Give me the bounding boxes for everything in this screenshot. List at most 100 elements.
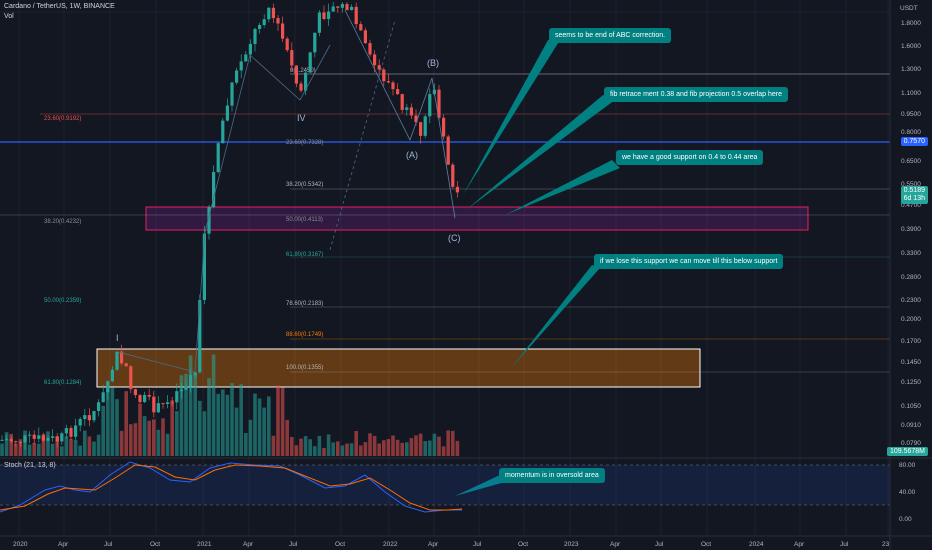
candle-body	[129, 366, 133, 390]
price-axis[interactable]: 1.8000 1.6000 1.3000 1.1000 0.9500 0.8000 0.65…	[901, 20, 921, 447]
fib-label: 61.80(0.1284)	[44, 380, 81, 386]
candle-body	[138, 395, 142, 403]
volume-bar	[138, 403, 142, 456]
volume-bar	[14, 443, 18, 456]
volume-bar	[244, 432, 248, 456]
candle-body	[267, 7, 271, 20]
candle-body	[350, 6, 354, 11]
volume-bar	[184, 373, 188, 456]
candle-body	[230, 82, 234, 106]
volume-bar	[9, 433, 13, 456]
volume-bar	[198, 400, 202, 456]
note-oversold[interactable]: momentum is in oversold area	[499, 468, 605, 483]
candle-body	[5, 439, 9, 441]
volume-bar	[400, 442, 404, 456]
price-tick: 0.3900	[901, 226, 921, 233]
price-tick: 0.5500	[901, 181, 921, 188]
note-fib-overlap[interactable]: fib retrace ment 0.38 and fib projection…	[604, 87, 788, 102]
note-abc-end[interactable]: seems to be end of ABC correction.	[549, 28, 672, 43]
volume-bar	[262, 407, 266, 456]
wave-label-b: (B)	[427, 58, 439, 68]
fib-label: 23.60(0.9192)	[44, 116, 81, 122]
candle-body	[92, 411, 96, 421]
price-tick: 0.4700	[901, 202, 921, 209]
time-axis[interactable]: 2020 Apr Jul Oct 2021 Apr Jul Oct 2022 Apr Jul Oct 2…	[13, 541, 890, 548]
stoch-tick: 0.00	[899, 516, 912, 523]
candle-body	[419, 122, 423, 136]
volume-bar	[119, 430, 124, 456]
volume-bar	[110, 387, 115, 456]
volume-bar	[290, 436, 294, 456]
volume-bar	[179, 375, 184, 456]
candles	[0, 2, 459, 450]
volume-bar	[115, 399, 119, 456]
price-tick: 1.6000	[901, 43, 921, 50]
candle-body	[455, 186, 459, 193]
fib-label: 23.60(0.7328)	[286, 140, 323, 146]
candle-body	[313, 32, 317, 53]
candle-body	[405, 107, 409, 110]
time-tick: 23	[882, 541, 890, 548]
volume-bar	[271, 435, 276, 456]
candle-body	[336, 6, 340, 8]
candle-body	[143, 394, 147, 403]
volume-bar	[377, 443, 381, 456]
price-tick: 0.2000	[901, 316, 921, 323]
volume-bar	[405, 442, 409, 456]
volume-bar	[280, 387, 285, 456]
volume-bar	[18, 439, 23, 456]
note-good-support[interactable]: we have a good support on 0.4 to 0.44 ar…	[616, 150, 764, 165]
candle-body	[55, 436, 59, 442]
note-lose-support[interactable]: if we lose this support we can move till…	[594, 254, 784, 269]
candle-body	[276, 18, 280, 24]
candle-body	[51, 436, 55, 438]
time-tick: Oct	[150, 541, 160, 548]
volume-bar	[317, 435, 322, 456]
candle-body	[437, 89, 441, 118]
candle-body	[37, 435, 41, 439]
time-tick: Apr	[428, 541, 439, 548]
volume-bar	[147, 420, 151, 456]
candle-body	[290, 50, 294, 66]
volume-bar	[133, 423, 138, 456]
volume-bar	[368, 433, 372, 456]
candle-body	[304, 72, 308, 91]
candle-body	[216, 143, 220, 173]
volume-bar	[359, 445, 363, 456]
time-tick: Jul	[289, 541, 298, 548]
volume-bar	[83, 430, 87, 456]
price-tick: 0.2300	[901, 297, 921, 304]
time-tick: Oct	[701, 541, 711, 548]
volume-bar	[161, 418, 165, 456]
time-tick: Apr	[610, 541, 621, 548]
candle-body	[294, 65, 298, 84]
volume-bar	[234, 407, 239, 456]
candle-body	[225, 105, 229, 121]
volume-bar	[363, 442, 368, 456]
price-tick: 0.0910	[901, 422, 921, 429]
fib-label: 61.80(0.3167)	[286, 252, 323, 258]
volume-bar	[428, 440, 432, 456]
candle-body	[60, 433, 64, 442]
candle-body	[78, 419, 82, 426]
candle-body	[101, 392, 105, 403]
candle-body	[166, 402, 170, 404]
price-tick: 0.9500	[901, 111, 921, 118]
volume-bar	[253, 393, 257, 456]
time-tick: Apr	[58, 541, 69, 548]
time-remaining: 6d 13h	[903, 195, 925, 202]
volume-bar	[32, 442, 36, 456]
candle-body	[377, 65, 381, 70]
volume-bar	[4, 432, 9, 456]
price-tick: 0.2800	[901, 274, 921, 281]
stoch-pane	[0, 457, 932, 513]
candle-body	[64, 428, 68, 434]
volume-bar	[386, 439, 391, 456]
candle-body	[152, 396, 156, 413]
volume-bar	[409, 438, 414, 456]
candle-body	[175, 391, 179, 403]
volume-value-tag: 109.5678M	[886, 447, 928, 456]
candle-body	[124, 363, 128, 367]
volume-bar	[129, 424, 133, 456]
